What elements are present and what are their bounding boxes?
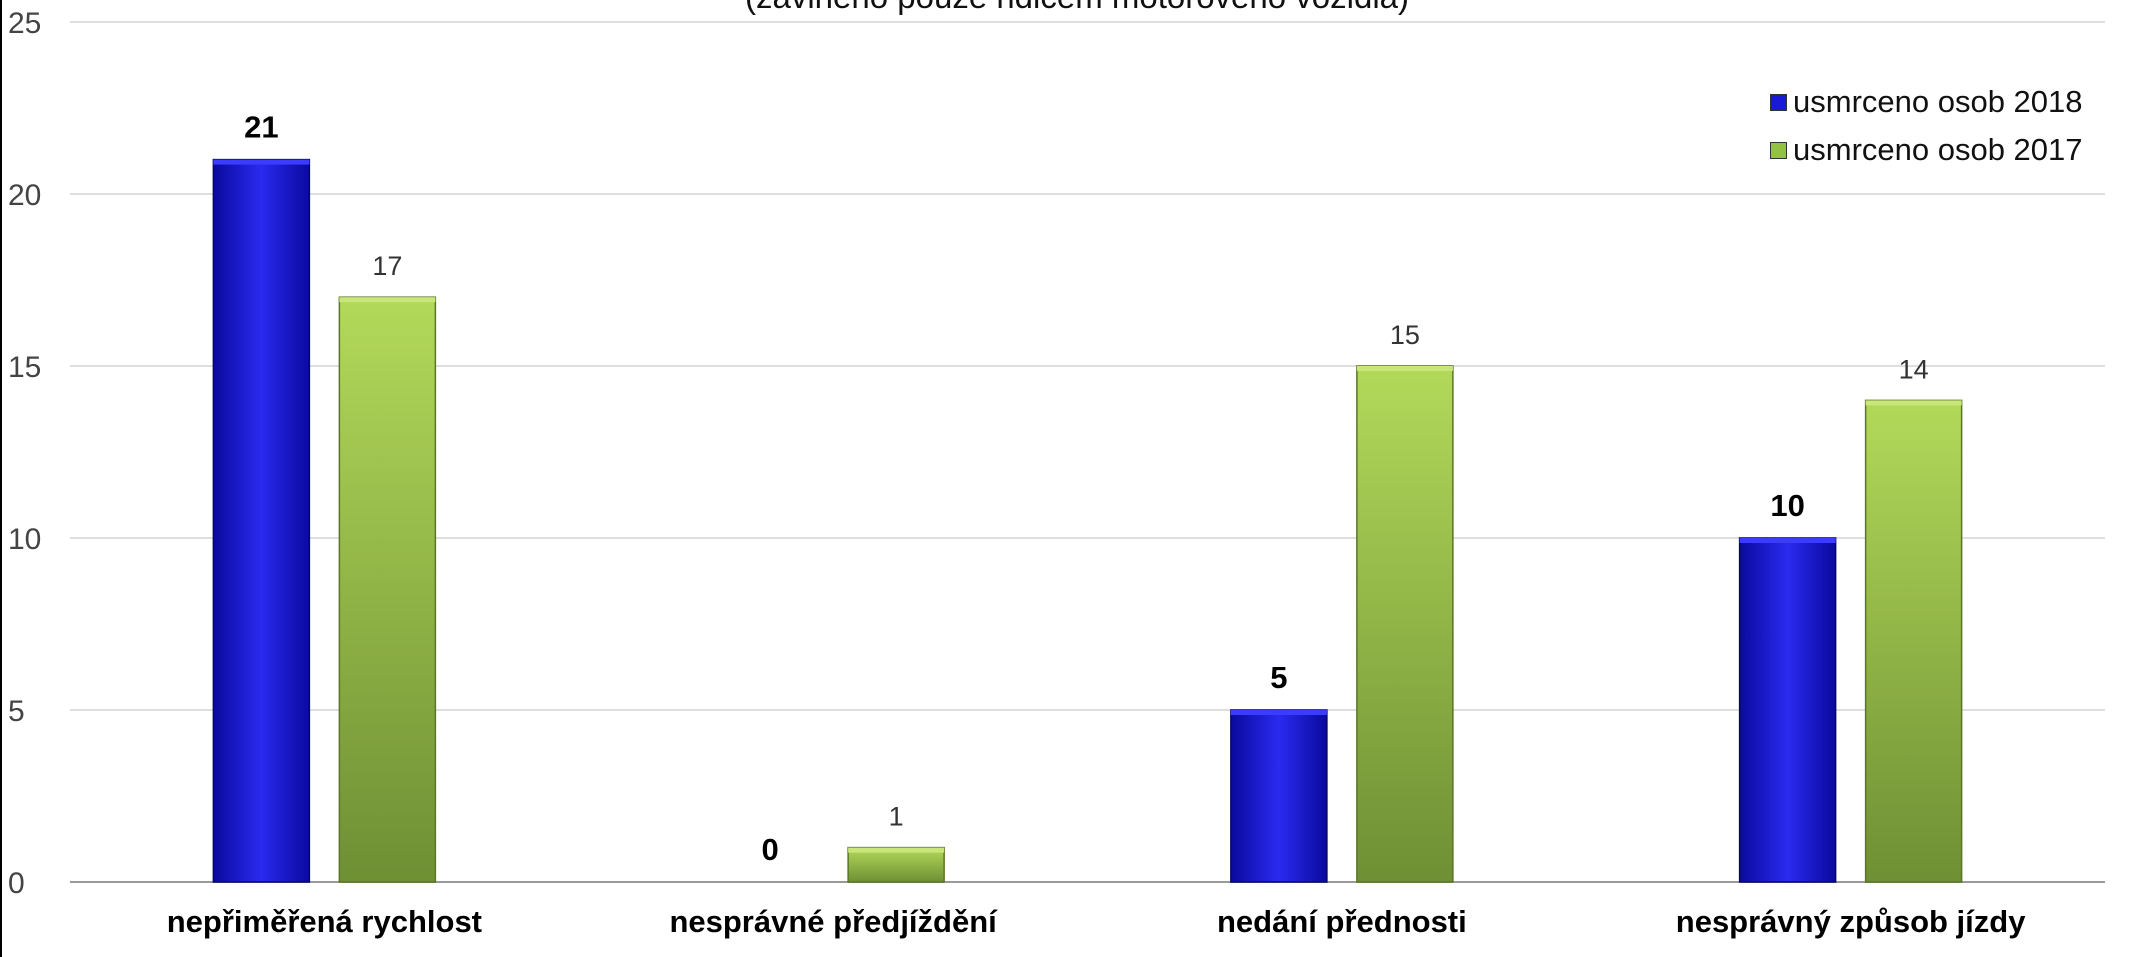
data-label-2017: 15 xyxy=(1390,320,1420,350)
y-tick-label: 25 xyxy=(8,7,41,40)
bar-2017 xyxy=(338,296,437,883)
y-tick-label: 0 xyxy=(8,867,25,900)
bar-top-bevel xyxy=(339,297,436,303)
y-axis-ticks: 0 5 10 15 20 25 xyxy=(8,7,41,900)
bar-2018 xyxy=(1738,537,1837,883)
x-category-label: nesprávný způsob jízdy xyxy=(1676,904,2026,939)
x-axis-categories: nepřiměřená rychlost nesprávné předjížděn… xyxy=(167,904,2026,939)
data-label-2017: 17 xyxy=(372,251,402,281)
bar-top-bevel xyxy=(213,159,310,165)
chart-left-border xyxy=(0,0,2,957)
bar-2018 xyxy=(212,158,311,883)
bar-top-bevel xyxy=(1356,366,1453,371)
data-label-2017: 1 xyxy=(889,802,904,832)
data-label-2018: 21 xyxy=(244,110,278,145)
data-label-2018: 10 xyxy=(1770,488,1804,523)
bars xyxy=(212,158,1963,883)
y-tick-label: 20 xyxy=(8,179,41,212)
x-category-label: nesprávné předjíždění xyxy=(669,904,998,939)
bar-top-bevel xyxy=(1230,710,1327,715)
y-tick-label: 5 xyxy=(8,695,25,728)
legend-item-2017: usmrceno osob 2017 xyxy=(1770,126,2083,174)
legend-item-2018: usmrceno osob 2018 xyxy=(1770,78,2083,126)
legend-label-2017: usmrceno osob 2017 xyxy=(1793,132,2083,167)
x-category-label: nepřiměřená rychlost xyxy=(167,904,482,939)
data-label-2017: 14 xyxy=(1899,354,1929,384)
legend-label-2018: usmrceno osob 2018 xyxy=(1793,84,2083,119)
data-label-2018: 5 xyxy=(1270,660,1287,695)
chart-title: (zaviněno pouze řidičem motorového vozid… xyxy=(0,0,2154,16)
bar-2018 xyxy=(1230,709,1328,883)
bar-top-bevel xyxy=(1865,400,1962,406)
bar-2017 xyxy=(1356,365,1454,883)
legend-swatch-2017 xyxy=(1770,141,1787,159)
y-tick-label: 10 xyxy=(8,523,41,556)
bar-top-bevel xyxy=(848,847,945,853)
x-category-label: nedání přednosti xyxy=(1217,904,1467,939)
bar-2017 xyxy=(1864,399,1963,883)
y-tick-label: 15 xyxy=(8,351,41,384)
data-label-2018: 0 xyxy=(762,832,779,867)
bar-2017 xyxy=(847,846,945,883)
legend-swatch-2018 xyxy=(1770,93,1787,111)
legend: usmrceno osob 2018 usmrceno osob 2017 xyxy=(1770,78,2083,174)
bar-top-bevel xyxy=(1739,538,1836,543)
